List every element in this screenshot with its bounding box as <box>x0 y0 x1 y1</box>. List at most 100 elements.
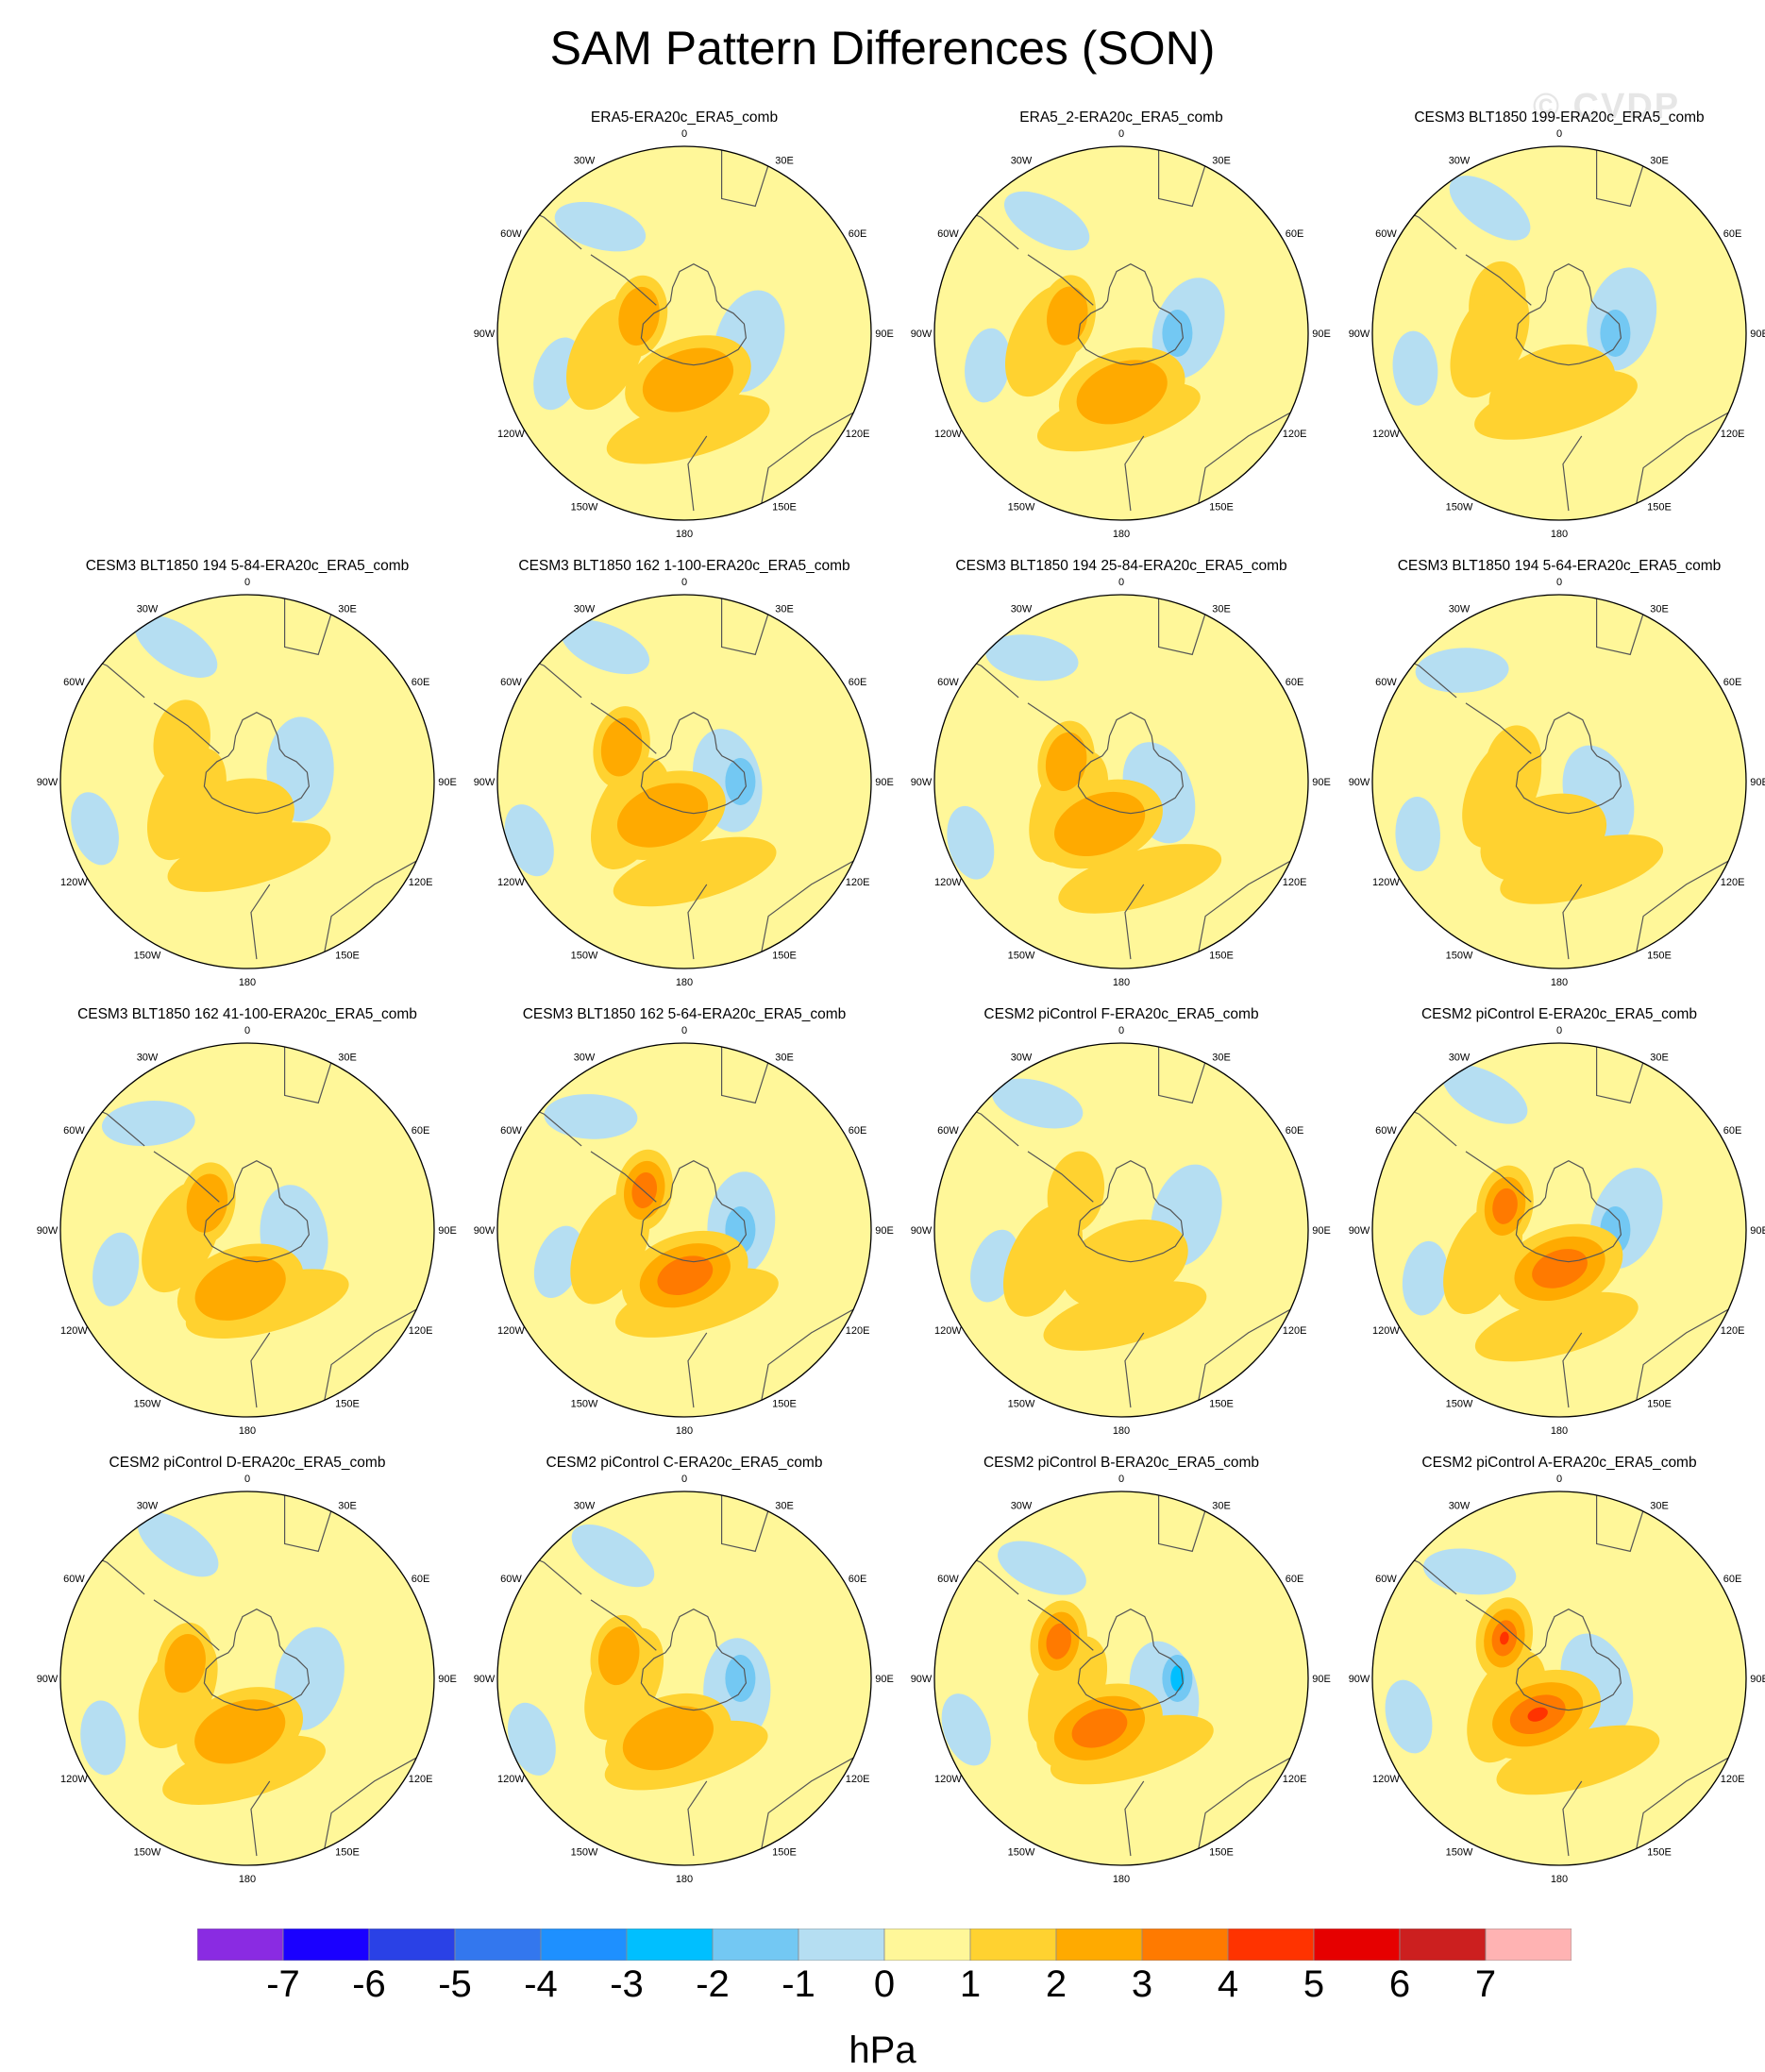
longitude-label: 150W <box>1008 1399 1035 1410</box>
negative-anomaly-region <box>992 1078 1084 1129</box>
africa-outline <box>1596 595 1644 656</box>
longitude-label: 180 <box>239 977 256 988</box>
longitude-label: 60E <box>1723 1574 1742 1585</box>
longitude-label: 60E <box>849 1125 867 1137</box>
field-background <box>934 146 1308 520</box>
negative-anomaly-region <box>941 1693 991 1766</box>
longitude-label: 0 <box>1118 128 1124 140</box>
peninsula-outline <box>590 1599 657 1651</box>
colorbar-swatch <box>1055 1929 1143 1961</box>
longitude-label: 120E <box>1283 1325 1307 1337</box>
longitude-label: 30W <box>1011 1500 1033 1511</box>
longitude-label: 60E <box>849 228 867 240</box>
new-zealand-outline <box>250 1780 271 1857</box>
africa-outline <box>721 1491 769 1553</box>
longitude-label: 180 <box>239 1425 256 1437</box>
colorbar-units: hPa <box>849 2030 916 2071</box>
longitude-label: 30W <box>574 603 596 615</box>
polar-map: 0 30E 60E 90E 120E 150E 180 150W 120W 90W 60W 30W <box>37 1025 457 1437</box>
australia-outline <box>758 407 863 517</box>
positive-anomaly-region <box>631 1171 658 1208</box>
polar-map: 0 30E 60E 90E 120E 150E 180 150W 120W 90W 60W 30W <box>474 1474 894 1885</box>
longitude-label: 90W <box>474 1225 496 1237</box>
longitude-label: 120W <box>1372 429 1400 440</box>
longitude-label: 150E <box>1647 502 1672 514</box>
positive-anomaly-region <box>622 1706 714 1771</box>
longitude-label: 150E <box>335 1847 360 1859</box>
negative-anomaly-region <box>134 615 218 678</box>
antarctica-outline <box>1077 1609 1185 1711</box>
longitude-label: 0 <box>681 577 687 588</box>
map-panel: CESM3 BLT1850 162 1-100-ERA20c_ERA5_comb… <box>474 558 894 1003</box>
positive-anomaly-region <box>1002 1204 1083 1317</box>
map-panel: CESM2 piControl C-ERA20c_ERA5_comb 0 30E 60… <box>474 1455 894 1900</box>
colorbar-swatch <box>712 1929 799 1961</box>
longitude-label: 90E <box>438 777 457 788</box>
longitude-label: 120E <box>846 429 870 440</box>
negative-anomaly-region <box>92 1232 140 1306</box>
colorbar-swatch <box>883 1929 971 1961</box>
new-zealand-outline <box>687 1332 708 1408</box>
negative-anomaly-region <box>1415 648 1509 693</box>
positive-anomaly-region <box>1046 1623 1072 1659</box>
antarctica-outline <box>640 263 748 366</box>
panel-title: CESM3 BLT1850 194 5-64-ERA20c_ERA5_comb <box>1397 558 1722 574</box>
negative-anomaly-core <box>1600 310 1631 357</box>
longitude-label: 90W <box>474 777 496 788</box>
negative-anomaly-region <box>1385 1679 1433 1754</box>
longitude-label: 150E <box>1209 1399 1234 1410</box>
longitude-label: 90E <box>875 1225 894 1237</box>
map-panel: CESM3 BLT1850 194 25-84-ERA20c_ERA5_comb… <box>911 558 1331 1003</box>
africa-outline <box>1596 1043 1644 1104</box>
panel-title: CESM2 piControl E-ERA20c_ERA5_comb <box>1420 1006 1698 1022</box>
longitude-label: 60W <box>937 1574 959 1585</box>
peninsula-outline <box>1027 1151 1094 1203</box>
positive-anomaly-region <box>194 1699 286 1764</box>
africa-outline <box>721 146 769 208</box>
longitude-label: 150W <box>134 1847 161 1859</box>
positive-anomaly-region <box>162 1735 326 1805</box>
longitude-label: 120W <box>1372 1774 1400 1785</box>
colorbar-tick-label: -6 <box>352 1963 386 2005</box>
africa-outline <box>1158 1043 1206 1104</box>
new-zealand-outline <box>250 1332 271 1408</box>
colorbar-swatch <box>1485 1929 1572 1961</box>
longitude-label: 150E <box>335 1399 360 1410</box>
map-panel: CESM3 BLT1850 194 5-84-ERA20c_ERA5_comb 0… <box>37 558 457 1003</box>
longitude-label: 120E <box>1283 1774 1307 1785</box>
antarctica-outline <box>1077 712 1185 815</box>
longitude-label: 0 <box>244 1474 250 1485</box>
longitude-label: 90W <box>911 1674 933 1685</box>
longitude-label: 120W <box>934 1325 962 1337</box>
longitude-label: 120E <box>409 1774 433 1785</box>
positive-anomaly-region <box>146 748 227 861</box>
panel-title: CESM2 piControl F-ERA20c_ERA5_comb <box>983 1006 1259 1022</box>
longitude-label: 150W <box>134 951 161 962</box>
negative-anomaly-region <box>504 804 554 877</box>
polar-map: 0 30E 60E 90E 120E 150E 180 150W 120W 90W 60W 30W <box>474 1025 894 1437</box>
longitude-label: 60E <box>1723 228 1742 240</box>
map-border <box>59 1491 435 1866</box>
longitude-label: 0 <box>681 128 687 140</box>
africa-outline <box>1158 1491 1206 1553</box>
peninsula-outline <box>1465 1599 1532 1651</box>
colorbar-swatch <box>969 1929 1057 1961</box>
map-panel: CESM2 piControl B-ERA20c_ERA5_comb 0 30E 60… <box>911 1455 1331 1900</box>
longitude-label: 30W <box>574 155 596 166</box>
map-border <box>1371 1042 1747 1418</box>
polar-map: 0 30E 60E 90E 120E 150E 180 150W 120W 90W 60W 30W <box>1349 1474 1765 1885</box>
longitude-label: 180 <box>239 1874 256 1885</box>
longitude-label: 0 <box>681 1025 687 1036</box>
negative-anomaly-core <box>1170 1665 1185 1692</box>
map-panel: CESM3 BLT1850 162 41-100-ERA20c_ERA5_com… <box>37 1006 457 1452</box>
longitude-label: 180 <box>676 977 693 988</box>
map-panel: CESM2 piControl D-ERA20c_ERA5_comb 0 30E 60… <box>37 1455 457 1900</box>
map-border <box>1371 594 1747 969</box>
panel-title: CESM2 piControl A-ERA20c_ERA5_comb <box>1421 1455 1697 1471</box>
longitude-label: 60W <box>500 1574 522 1585</box>
colorbar-swatch <box>197 1929 284 1961</box>
colorbar-tick-label: -2 <box>696 1963 730 2005</box>
longitude-label: 90W <box>37 1674 59 1685</box>
longitude-label: 90E <box>1750 328 1765 340</box>
positive-anomaly-region <box>1045 732 1087 791</box>
